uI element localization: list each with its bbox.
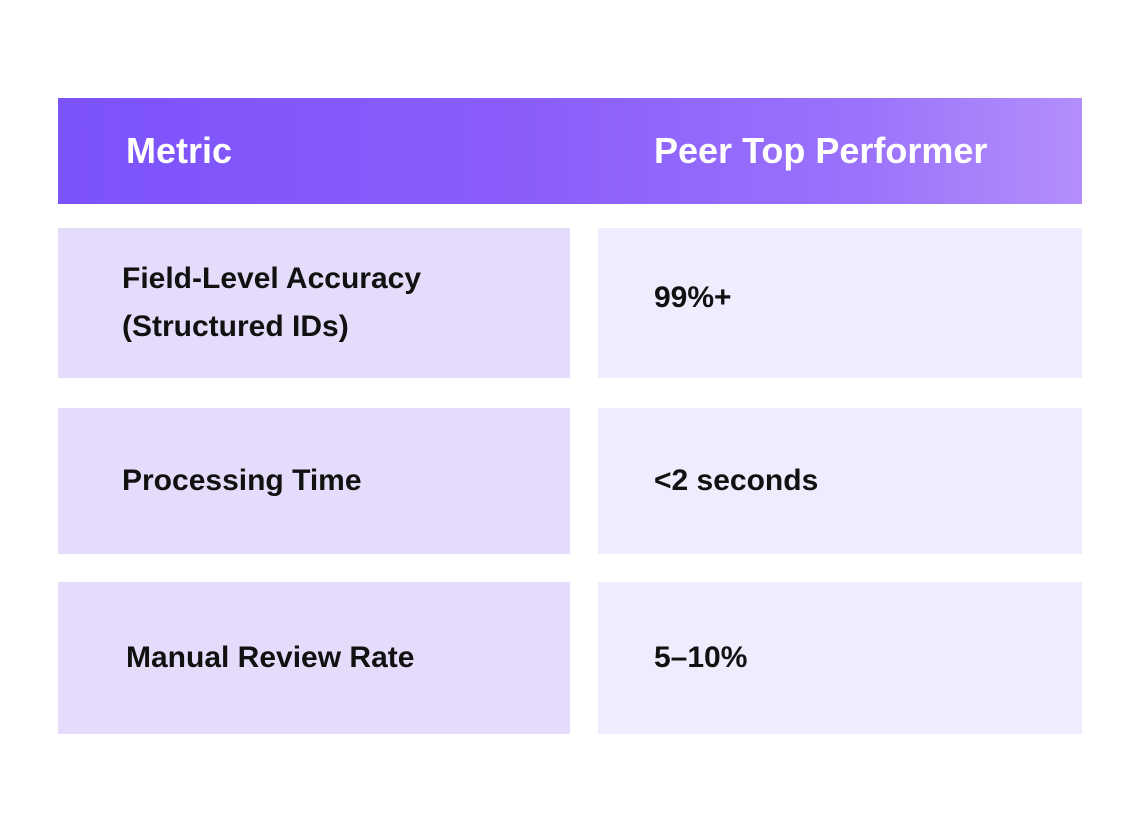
metric-cell: Field-Level Accuracy (Structured IDs)	[58, 228, 570, 378]
table-row: Manual Review Rate 5–10%	[58, 582, 1082, 734]
table-header: Metric Peer Top Performer	[58, 98, 1082, 204]
value-label: 5–10%	[654, 641, 748, 674]
metric-label: Manual Review Rate	[126, 641, 415, 674]
header-metric: Metric	[126, 130, 233, 171]
metric-cell: Processing Time	[58, 408, 570, 554]
value-label: <2 seconds	[654, 464, 819, 497]
value-label: 99%+	[654, 281, 732, 314]
metric-label: Processing Time	[122, 464, 362, 497]
table-row: Processing Time <2 seconds	[58, 408, 1082, 554]
value-cell: <2 seconds	[598, 408, 1082, 554]
value-cell: 99%+	[598, 228, 1082, 378]
table-row: Field-Level Accuracy (Structured IDs) 99…	[58, 228, 1082, 378]
metric-label: Field-Level Accuracy (Structured IDs)	[122, 262, 422, 343]
value-cell: 5–10%	[598, 582, 1082, 734]
header-peer-top-performer: Peer Top Performer	[654, 130, 988, 171]
metric-cell: Manual Review Rate	[58, 582, 570, 734]
